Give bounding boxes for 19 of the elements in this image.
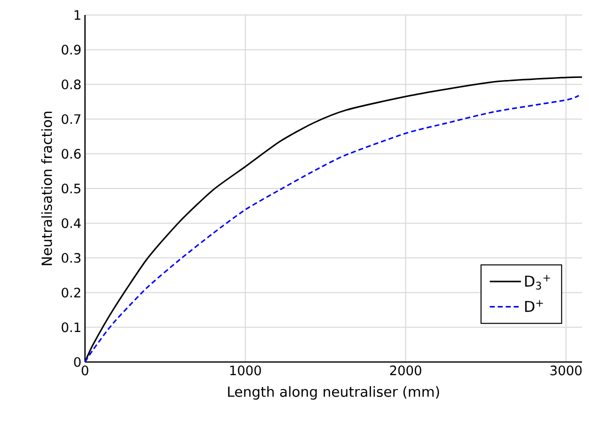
y-tick-label: 0.7 <box>62 114 80 124</box>
y-tick-label: 0.9 <box>62 44 81 55</box>
y-tick-label: 0.3 <box>62 253 80 263</box>
x-tick-label: 1000 <box>230 366 261 376</box>
legend-label: D$_{3}$+ <box>525 274 550 290</box>
y-tick-label: 0.1 <box>62 322 80 332</box>
y-axis-title: Neutralisation fraction <box>41 112 52 266</box>
y-tick-label: 0.5 <box>62 184 80 194</box>
x-tick-label: 3000 <box>550 366 582 376</box>
y-tick-label: 1 <box>74 10 80 20</box>
legend-label: D$^{+}$ <box>525 300 543 312</box>
y-tick-label: 0.2 <box>62 288 80 298</box>
x-tick-label: 0 <box>82 366 88 376</box>
x-axis-title: Length along neutraliser (mm) <box>228 386 440 400</box>
y-tick-label: 0.4 <box>62 218 81 228</box>
y-tick-label: 0 <box>74 357 81 367</box>
x-tick-label: 2000 <box>390 366 422 376</box>
y-tick-label: 0.6 <box>62 148 81 159</box>
y-tick-label: 0.8 <box>62 80 81 90</box>
